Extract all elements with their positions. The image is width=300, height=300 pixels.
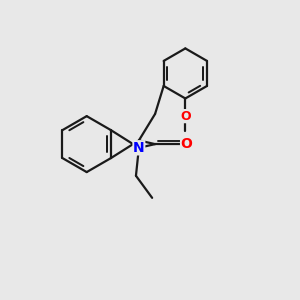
Text: O: O xyxy=(180,110,190,123)
Text: O: O xyxy=(181,137,193,151)
Text: N: N xyxy=(133,141,145,155)
